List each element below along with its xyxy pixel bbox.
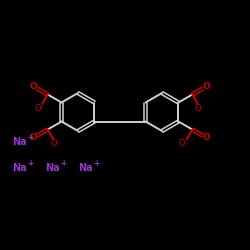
Text: O: O [202,133,210,142]
Text: Na: Na [12,163,26,173]
Text: +: + [60,160,66,168]
Text: Na: Na [78,163,92,173]
Text: O⁻: O⁻ [34,104,45,113]
Text: O⁻: O⁻ [195,104,206,113]
Text: +: + [93,160,99,168]
Text: O⁻: O⁻ [50,139,61,148]
Text: O: O [30,133,38,142]
Text: O: O [202,82,210,91]
Text: O: O [30,82,38,91]
Text: Na: Na [12,137,26,147]
Text: Na: Na [45,163,60,173]
Text: +: + [27,160,33,168]
Text: +: + [27,134,33,142]
Text: O⁻: O⁻ [179,139,190,148]
